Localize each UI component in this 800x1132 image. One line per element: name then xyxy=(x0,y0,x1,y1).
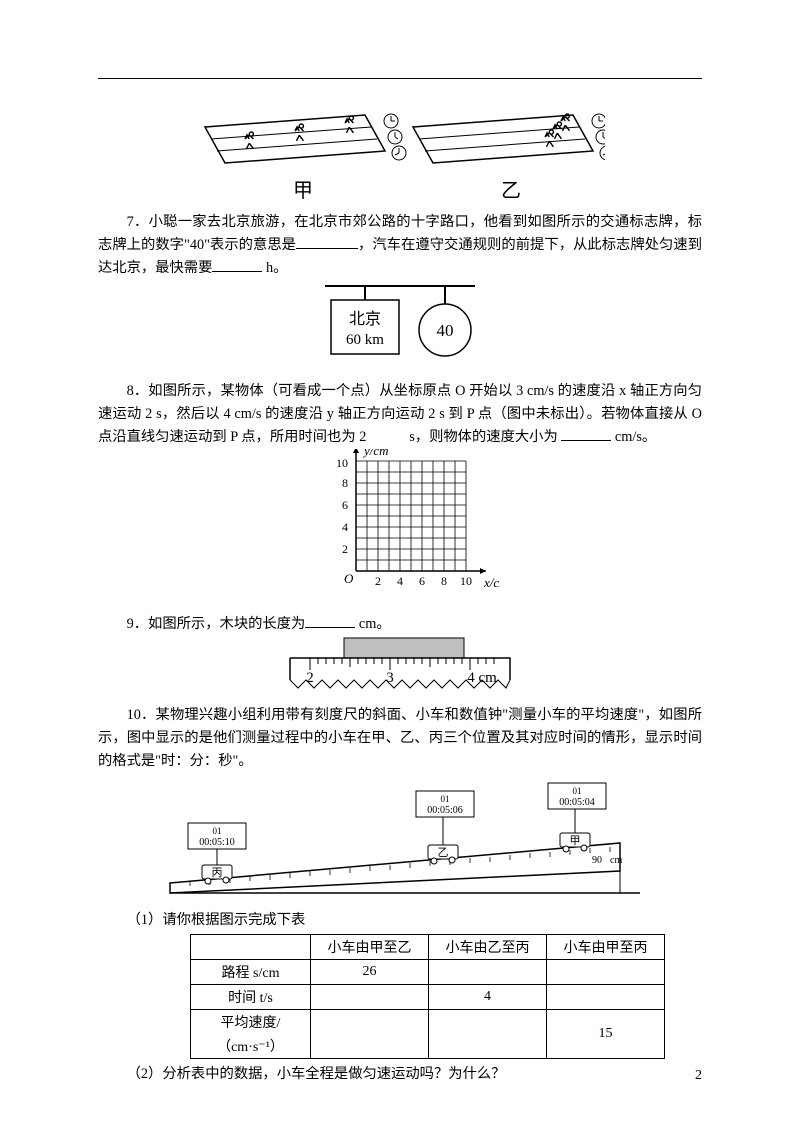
q9-blank[interactable] xyxy=(305,613,355,628)
q10-sub1: （1）请你根据图示完成下表 xyxy=(98,909,702,932)
svg-text:01: 01 xyxy=(441,794,450,804)
table-row: 时间 t/s 4 xyxy=(191,985,665,1010)
figure-ruler: 2 3 4 cm xyxy=(98,636,702,698)
table-row: 小车由甲至乙 小车由乙至丙 小车由甲至丙 xyxy=(191,935,665,960)
label-jia: 甲 xyxy=(293,180,313,202)
th: 小车由甲至丙 xyxy=(547,935,665,960)
q10-sub2: （2）分析表中的数据，小车全程是做匀速运动吗？为什么？ xyxy=(98,1063,702,1086)
svg-text:4: 4 xyxy=(397,574,403,588)
svg-text:00:05:04: 00:05:04 xyxy=(559,797,595,808)
svg-text:2: 2 xyxy=(342,542,348,556)
q8-text: 8．如图所示，某物体（可看成一个点）从坐标原点 O 开始以 3 cm/s 的速度… xyxy=(98,380,702,449)
svg-text:2: 2 xyxy=(375,574,381,588)
q7-c: h。 xyxy=(262,260,287,276)
figure-incline: 90 cm 丙 0100:05:10 乙 0100:05:06 甲 0100:0… xyxy=(98,773,702,903)
svg-text:丙: 丙 xyxy=(212,867,223,879)
table-row: 平均速度/ 15 xyxy=(191,1010,665,1035)
cart-yi: 乙 0100:05:06 xyxy=(416,791,474,864)
page: 甲 乙 7．小聪一家去北京旅游，在北京市郊公路的十字路口，他看到如图所示的交通标… xyxy=(0,0,800,1132)
table-row: 路程 s/cm 26 xyxy=(191,960,665,985)
svg-text:01: 01 xyxy=(573,786,582,796)
cart-jia: 甲 0100:05:04 xyxy=(548,783,606,852)
q10-table: 小车由甲至乙 小车由乙至丙 小车由甲至丙 路程 s/cm 26 时间 t/s 4… xyxy=(190,934,665,1059)
svg-text:甲: 甲 xyxy=(570,835,581,847)
svg-text:8: 8 xyxy=(342,476,348,490)
label-yi: 乙 xyxy=(501,180,521,202)
q9-a: 9．如图所示，木块的长度为 xyxy=(127,616,306,632)
svg-text:01: 01 xyxy=(213,826,222,836)
svg-text:乙: 乙 xyxy=(438,846,449,859)
figure-signs: 北京 60 km 40 xyxy=(98,280,702,374)
svg-text:40: 40 xyxy=(437,321,454,340)
th xyxy=(191,935,311,960)
th: 小车由乙至丙 xyxy=(429,935,547,960)
page-number: 2 xyxy=(695,1068,702,1084)
svg-text:60 km: 60 km xyxy=(346,332,384,348)
svg-text:3: 3 xyxy=(386,670,394,686)
q8-b: cm/s。 xyxy=(611,429,656,445)
q7-text: 7．小聪一家去北京旅游，在北京市郊公路的十字路口，他看到如图所示的交通标志牌，标… xyxy=(98,211,702,280)
svg-text:4: 4 xyxy=(342,520,348,534)
top-rule xyxy=(98,78,702,79)
svg-text:2: 2 xyxy=(306,670,314,686)
svg-text:10: 10 xyxy=(460,574,472,588)
svg-text:00:05:06: 00:05:06 xyxy=(427,805,463,816)
svg-text:8: 8 xyxy=(441,574,447,588)
svg-text:10: 10 xyxy=(336,456,348,470)
q7-blank2[interactable] xyxy=(212,257,262,272)
figure-tracks: 甲 乙 xyxy=(98,109,702,205)
q9-text: 9．如图所示，木块的长度为 cm。 xyxy=(98,613,702,636)
q7-blank1[interactable] xyxy=(296,234,358,249)
svg-text:6: 6 xyxy=(342,498,348,512)
svg-text:90: 90 xyxy=(592,855,602,866)
svg-text:cm: cm xyxy=(610,855,622,866)
svg-text:4 cm: 4 cm xyxy=(467,670,497,686)
svg-text:O: O xyxy=(344,571,354,586)
svg-text:北京: 北京 xyxy=(349,310,381,328)
q9-b: cm。 xyxy=(355,616,390,632)
th: 小车由甲至乙 xyxy=(311,935,429,960)
q10-text: 10．某物理兴趣小组利用带有刻度尺的斜面、小车和数值钟"测量小车的平均速度"，如… xyxy=(98,704,702,773)
svg-text:00:05:10: 00:05:10 xyxy=(199,837,235,848)
q8-blank[interactable] xyxy=(561,426,611,441)
tracks-svg: 甲 乙 xyxy=(195,109,605,205)
svg-text:y/cm: y/cm xyxy=(362,449,389,458)
svg-text:6: 6 xyxy=(419,574,425,588)
cart-bing: 丙 0100:05:10 xyxy=(188,823,246,884)
svg-text:x/cm: x/cm xyxy=(483,575,500,590)
figure-grid: y/cm x/cm O 2 4 6 8 10 2 4 6 8 10 xyxy=(98,449,702,607)
